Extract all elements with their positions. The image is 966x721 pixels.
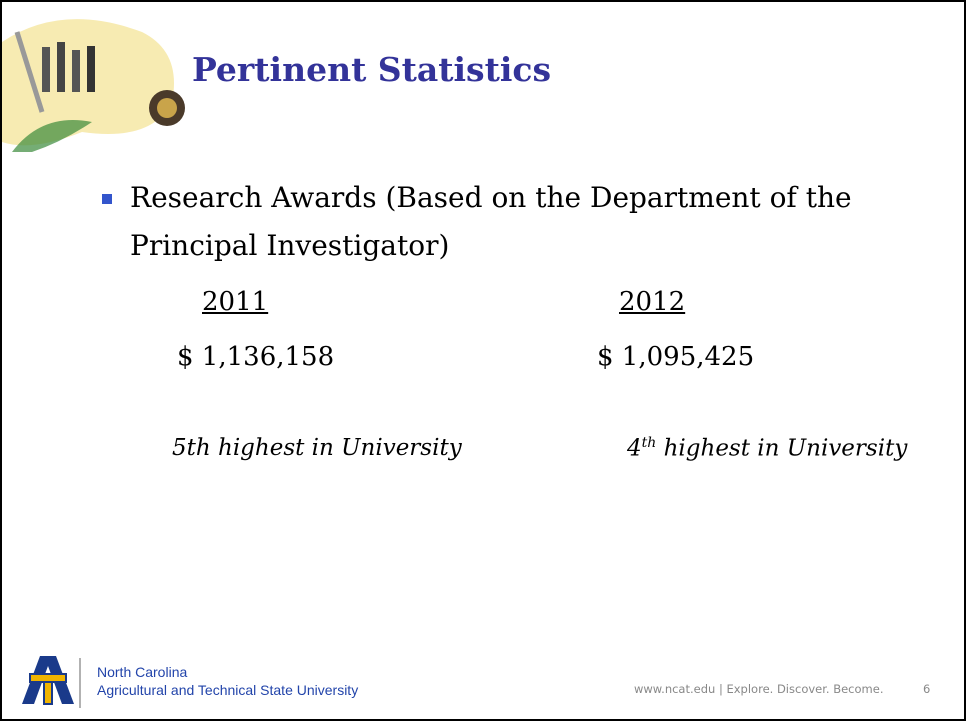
year: 2012 xyxy=(619,287,686,317)
bullet-text: Research Awards (Based on the Department… xyxy=(130,181,852,262)
rank: 4th highest in University xyxy=(627,435,907,462)
slide-title: Pertinent Statistics xyxy=(192,50,552,89)
university-logo xyxy=(22,656,81,708)
page-number: 6 xyxy=(923,682,931,696)
rank-number: 4 xyxy=(627,435,642,462)
bullet-marker xyxy=(102,194,112,204)
rank-suffix: th xyxy=(641,435,657,451)
header-art xyxy=(2,19,185,152)
org-line: Agricultural and Technical State Univers… xyxy=(97,682,359,698)
year: 2011 xyxy=(202,287,269,317)
amount: $ 1,095,425 xyxy=(597,342,755,372)
amount: $ 1,136,158 xyxy=(177,342,335,372)
site-tagline: www.ncat.edu | Explore. Discover. Become… xyxy=(634,682,884,696)
rank: 5th highest in University xyxy=(172,435,462,461)
rank-text: highest in University xyxy=(656,435,908,462)
org-line: North Carolina xyxy=(97,664,188,680)
